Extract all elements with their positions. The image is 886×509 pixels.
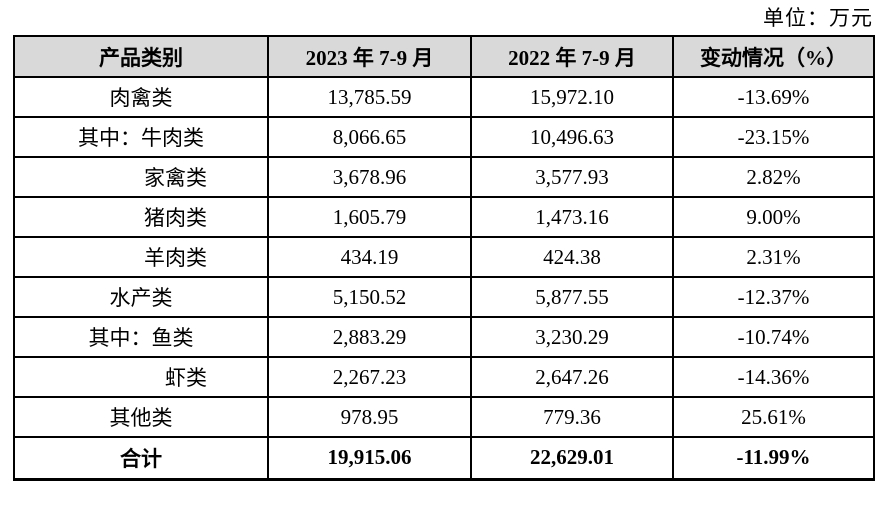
change-cell: -10.74% [672, 316, 875, 358]
table-row: 猪肉类 1,605.79 1,473.16 9.00% [13, 196, 875, 238]
category-cell: 猪肉类 [13, 196, 269, 238]
change-cell: 25.61% [672, 396, 875, 438]
table-row: 羊肉类 434.19 424.38 2.31% [13, 236, 875, 278]
category-cell: 其他类 [13, 396, 269, 438]
value-2023-cell: 19,915.06 [267, 436, 472, 480]
total-row: 合计 19,915.06 22,629.01 -11.99% [13, 436, 875, 480]
value-2023-cell: 1,605.79 [267, 196, 472, 238]
value-2022-cell: 22,629.01 [470, 436, 674, 480]
table-row: 家禽类 3,678.96 3,577.93 2.82% [13, 156, 875, 198]
col-header-category: 产品类别 [13, 35, 269, 78]
table-row: 虾类 2,267.23 2,647.26 -14.36% [13, 356, 875, 398]
value-2023-cell: 5,150.52 [267, 276, 472, 318]
product-category-table: 产品类别 2023 年 7-9 月 2022 年 7-9 月 变动情况（%） 肉… [13, 35, 875, 481]
value-2023-cell: 2,267.23 [267, 356, 472, 398]
change-cell: -11.99% [672, 436, 875, 480]
table-row: 其他类 978.95 779.36 25.61% [13, 396, 875, 438]
change-cell: 2.31% [672, 236, 875, 278]
change-cell: -14.36% [672, 356, 875, 398]
category-cell: 合计 [13, 436, 269, 480]
change-cell: 9.00% [672, 196, 875, 238]
table-row: 肉禽类 13,785.59 15,972.10 -13.69% [13, 76, 875, 118]
change-cell: -23.15% [672, 116, 875, 158]
value-2023-cell: 2,883.29 [267, 316, 472, 358]
value-2023-cell: 3,678.96 [267, 156, 472, 198]
category-cell: 水产类 [13, 276, 269, 318]
category-cell: 其中：鱼类 [13, 316, 269, 358]
value-2023-cell: 434.19 [267, 236, 472, 278]
value-2022-cell: 2,647.26 [470, 356, 674, 398]
value-2022-cell: 3,577.93 [470, 156, 674, 198]
value-2023-cell: 978.95 [267, 396, 472, 438]
col-header-2023: 2023 年 7-9 月 [267, 35, 472, 78]
value-2022-cell: 424.38 [470, 236, 674, 278]
category-cell: 羊肉类 [13, 236, 269, 278]
change-cell: -12.37% [672, 276, 875, 318]
value-2023-cell: 13,785.59 [267, 76, 472, 118]
value-2022-cell: 10,496.63 [470, 116, 674, 158]
table-row: 其中：牛肉类 8,066.65 10,496.63 -23.15% [13, 116, 875, 158]
value-2022-cell: 1,473.16 [470, 196, 674, 238]
category-cell: 其中：牛肉类 [13, 116, 269, 158]
table-row: 其中：鱼类 2,883.29 3,230.29 -10.74% [13, 316, 875, 358]
change-cell: -13.69% [672, 76, 875, 118]
change-cell: 2.82% [672, 156, 875, 198]
value-2022-cell: 3,230.29 [470, 316, 674, 358]
value-2022-cell: 779.36 [470, 396, 674, 438]
value-2022-cell: 15,972.10 [470, 76, 674, 118]
table-row: 水产类 5,150.52 5,877.55 -12.37% [13, 276, 875, 318]
category-cell: 肉禽类 [13, 76, 269, 118]
header-row: 产品类别 2023 年 7-9 月 2022 年 7-9 月 变动情况（%） [13, 35, 875, 78]
category-cell: 家禽类 [13, 156, 269, 198]
col-header-2022: 2022 年 7-9 月 [470, 35, 674, 78]
category-cell: 虾类 [13, 356, 269, 398]
value-2023-cell: 8,066.65 [267, 116, 472, 158]
col-header-change: 变动情况（%） [672, 35, 875, 78]
value-2022-cell: 5,877.55 [470, 276, 674, 318]
unit-label: 单位：万元 [763, 6, 873, 30]
